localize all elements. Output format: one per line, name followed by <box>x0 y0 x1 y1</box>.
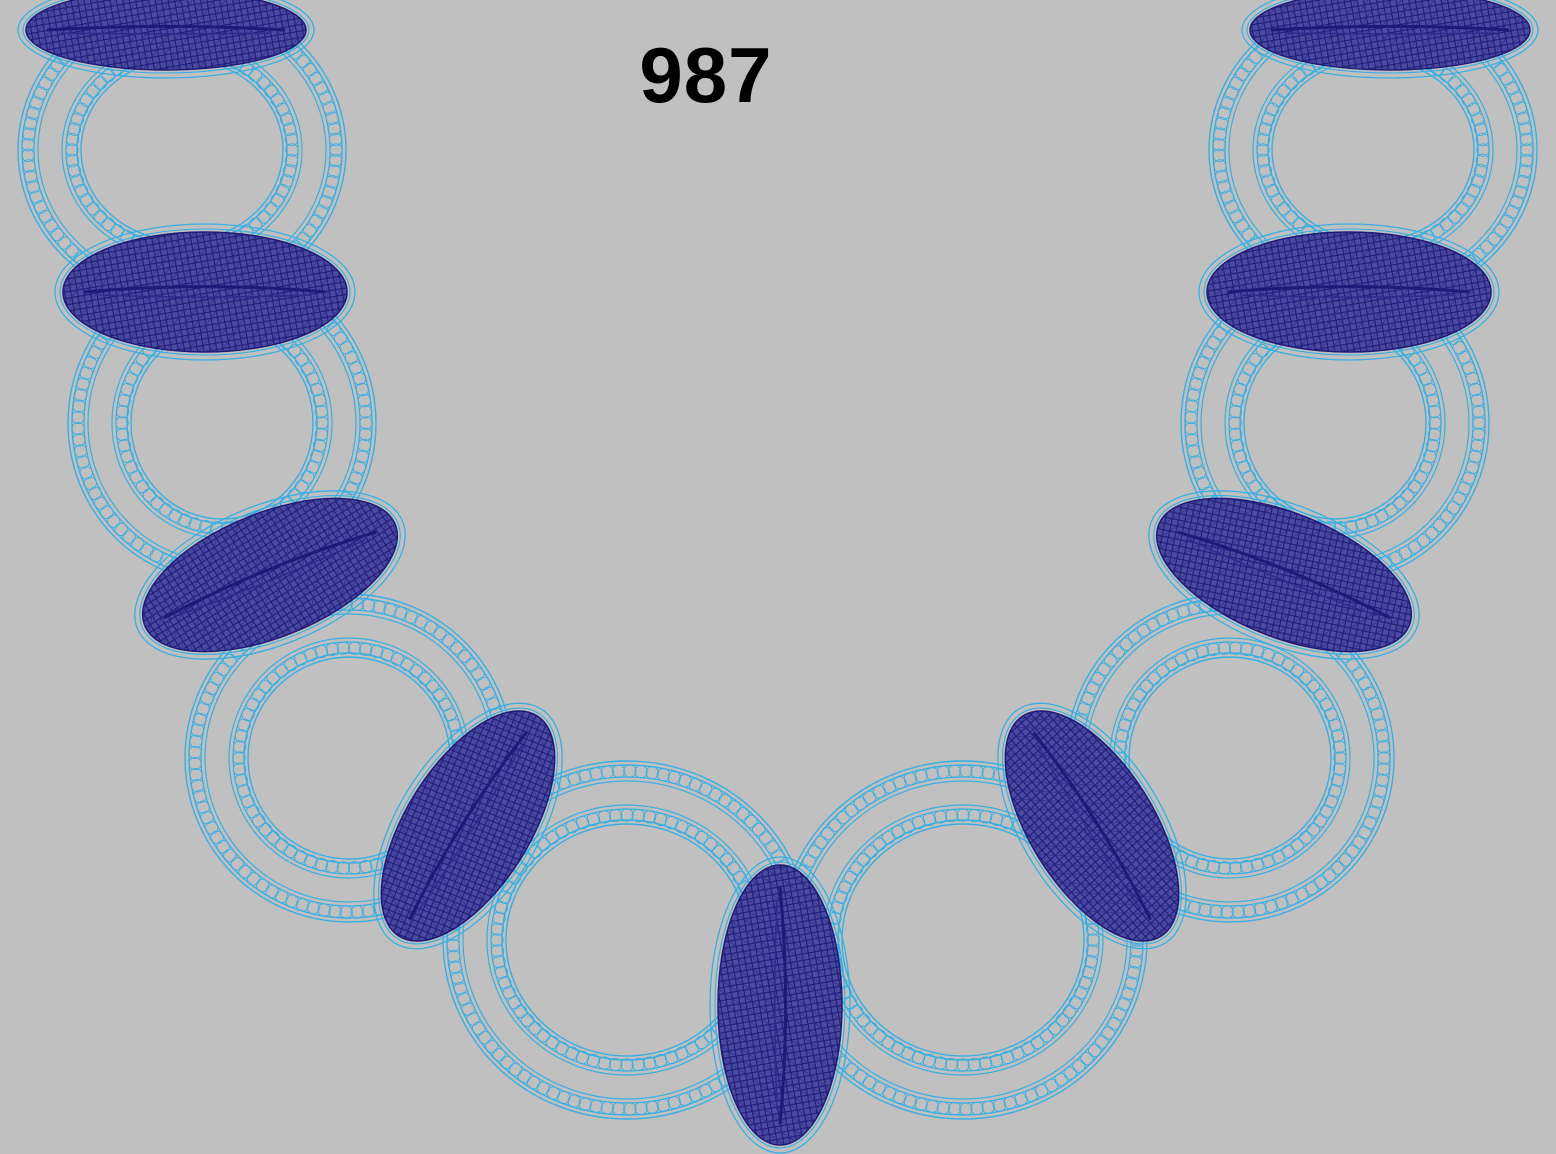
satin-leaf-motif <box>1148 490 1420 660</box>
satin-leaf-motif <box>1241 0 1539 79</box>
satin-leaf-motif <box>997 702 1187 950</box>
satin-leaf-motif <box>134 490 406 660</box>
design-number-label: 987 <box>639 31 773 119</box>
satin-leaf-motif <box>54 223 356 361</box>
satin-leaf-motif <box>709 856 851 1154</box>
satin-leaves-layer <box>17 0 1539 1154</box>
satin-leaf-motif <box>1198 223 1500 361</box>
satin-leaf-motif <box>17 0 315 79</box>
satin-leaf-motif <box>373 702 563 950</box>
